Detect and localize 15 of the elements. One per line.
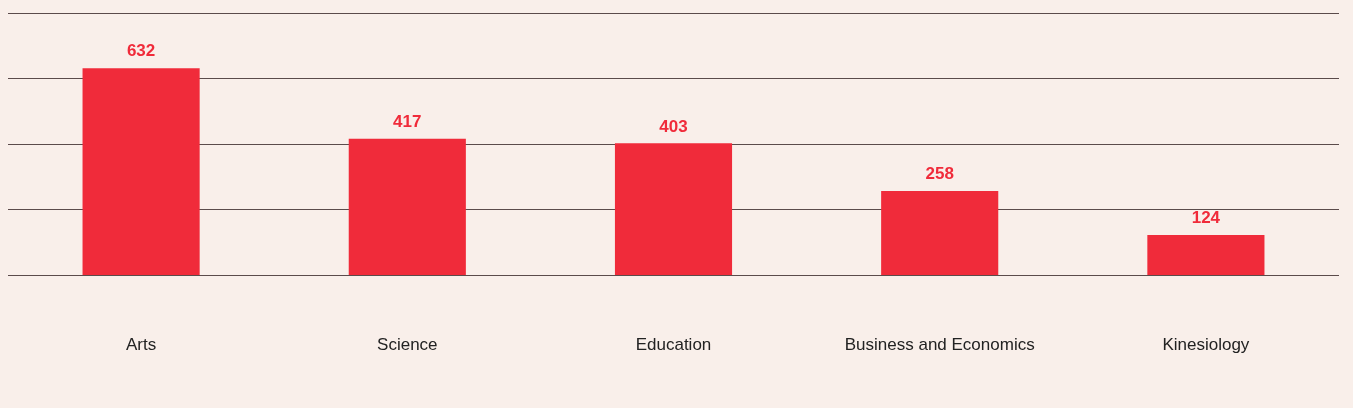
bar: [881, 190, 999, 276]
bar: [614, 143, 733, 276]
data-label: 403: [659, 116, 688, 136]
bar: [82, 68, 200, 276]
x-tick-label: Education: [635, 335, 712, 355]
x-tick-label: Business and Economics: [844, 335, 1035, 355]
bar: [348, 138, 466, 276]
x-tick-label: Arts: [125, 335, 157, 355]
data-label: 417: [393, 111, 422, 131]
data-label: 258: [925, 164, 954, 184]
bar: [1147, 234, 1265, 276]
data-label: 124: [1191, 208, 1221, 228]
x-tick-label: Kinesiology: [1162, 335, 1250, 355]
data-label: 632: [126, 41, 156, 61]
x-tick-label: Science: [377, 335, 438, 355]
